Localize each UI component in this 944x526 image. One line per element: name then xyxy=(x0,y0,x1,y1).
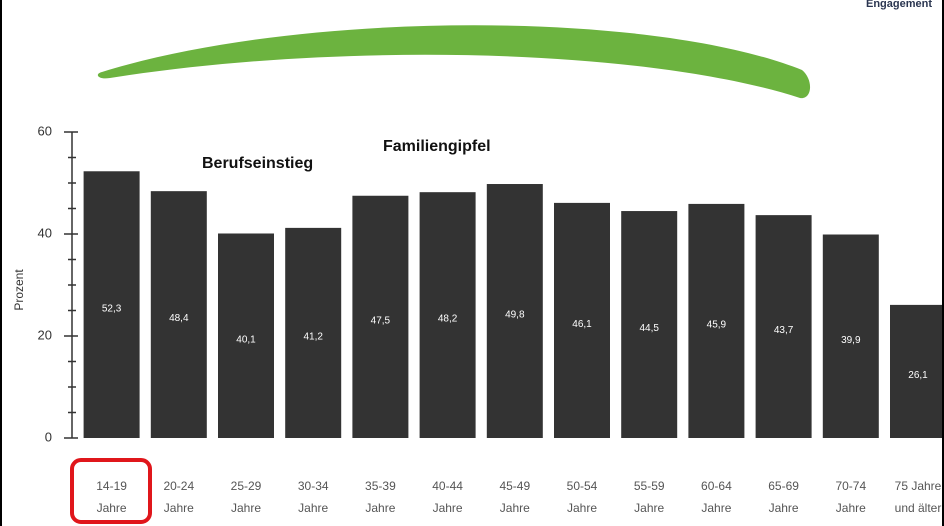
x-tick-label-line: 65-69 xyxy=(768,479,799,493)
x-tick-label: 75 Jahre und älter xyxy=(895,479,942,515)
x-tick-label-line: 20-24 xyxy=(163,479,194,493)
value-label: 46,1 xyxy=(572,319,592,330)
value-label: 47,5 xyxy=(371,316,391,327)
x-tick-label-line: 70-74 xyxy=(835,479,866,493)
x-tick-label-line: Jahre xyxy=(567,501,597,515)
annotation: Berufseinstieg xyxy=(202,155,313,172)
y-tick-label: 40 xyxy=(38,225,52,240)
x-tick-label-line: und älter xyxy=(895,501,942,515)
value-label: 39,9 xyxy=(841,335,861,346)
value-label: 44,5 xyxy=(639,323,659,334)
highlight-box xyxy=(70,458,152,524)
bar xyxy=(486,184,543,438)
x-tick-label-line: 25-29 xyxy=(231,479,262,493)
x-tick-label-line: Jahre xyxy=(365,501,395,515)
x-tick-label: 20-24 Jahre xyxy=(163,479,194,515)
x-tick-label-line: Jahre xyxy=(769,501,799,515)
x-tick-label: 25-29 Jahre xyxy=(231,479,262,515)
x-tick-label: 55-59 Jahre xyxy=(634,479,665,515)
y-axis-label: Prozent xyxy=(12,269,26,311)
x-tick-label: 40-44 Jahre xyxy=(432,479,463,515)
x-tick-label-line: Jahre xyxy=(231,501,261,515)
x-tick-label: 30-34 Jahre xyxy=(298,479,329,515)
x-tick-label: 50-54 Jahre xyxy=(567,479,598,515)
bar xyxy=(285,227,342,438)
value-label: 40,1 xyxy=(236,334,256,345)
value-label: 48,4 xyxy=(169,313,189,324)
bar xyxy=(83,171,140,438)
bar xyxy=(755,215,812,438)
x-tick-label: 70-74 Jahre xyxy=(835,479,866,515)
bar xyxy=(554,202,610,438)
x-tick-label-line: 30-34 xyxy=(298,479,329,493)
green-swoosh xyxy=(97,25,811,99)
bar xyxy=(218,233,274,438)
x-tick-label-line: 75 Jahre xyxy=(895,479,942,493)
bar xyxy=(890,304,942,438)
y-tick-label: 0 xyxy=(45,429,52,444)
value-label: 43,7 xyxy=(774,325,794,336)
value-label: 26,1 xyxy=(908,370,928,381)
y-tick-label: 60 xyxy=(38,123,52,138)
x-tick-label-line: Jahre xyxy=(701,501,731,515)
y-tick-label: 20 xyxy=(38,327,52,342)
x-tick-label-line: 45-49 xyxy=(499,479,530,493)
x-tick-label: 65-69 Jahre xyxy=(768,479,799,515)
brand-text: Engagement xyxy=(866,0,932,10)
bar xyxy=(822,234,879,438)
bar xyxy=(688,203,745,438)
x-tick-label-line: 14-19 xyxy=(96,479,127,493)
bar xyxy=(419,192,476,438)
bar xyxy=(150,191,207,438)
x-tick-label: 14-19 Jahre xyxy=(96,479,127,515)
x-tick-label: 35-39 Jahre xyxy=(365,479,396,515)
x-tick-label-line: 55-59 xyxy=(634,479,665,493)
value-label: 48,2 xyxy=(438,314,458,325)
x-tick-label-line: Jahre xyxy=(634,501,664,515)
x-tick-label-line: 35-39 xyxy=(365,479,396,493)
annotation: Familiengipfel xyxy=(383,138,491,155)
x-tick-label-line: Jahre xyxy=(500,501,530,515)
value-label: 49,8 xyxy=(505,310,525,321)
bar xyxy=(352,195,409,438)
value-label: 52,3 xyxy=(102,303,122,314)
x-tick-label-line: Jahre xyxy=(298,501,328,515)
x-tick-label-line: Jahre xyxy=(836,501,866,515)
bar xyxy=(621,211,678,438)
x-tick-label-line: Jahre xyxy=(97,501,127,515)
x-tick-label-line: Jahre xyxy=(433,501,463,515)
x-tick-label-line: 40-44 xyxy=(432,479,463,493)
x-tick-label: 60-64 Jahre xyxy=(701,479,732,515)
x-tick-label-line: Jahre xyxy=(164,501,194,515)
x-tick-label-line: 50-54 xyxy=(567,479,598,493)
value-label: 45,9 xyxy=(707,320,727,331)
x-tick-label-line: 60-64 xyxy=(701,479,732,493)
x-tick-label: 45-49 Jahre xyxy=(499,479,530,515)
value-label: 41,2 xyxy=(303,332,323,343)
